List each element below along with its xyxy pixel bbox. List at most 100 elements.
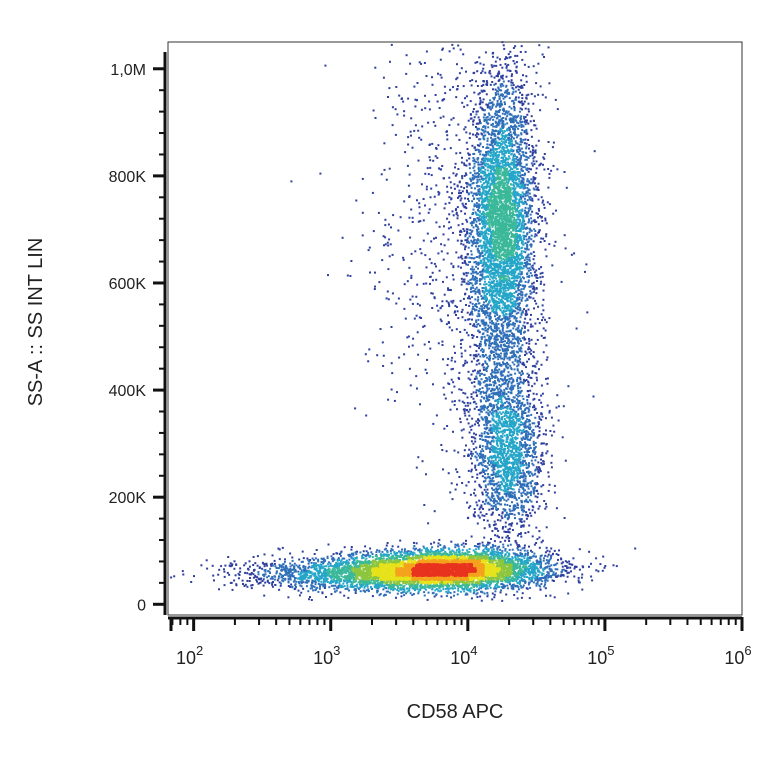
- data-point: [497, 323, 500, 326]
- data-point: [552, 580, 555, 582]
- data-point: [510, 384, 513, 387]
- data-point: [255, 578, 258, 581]
- data-point: [516, 327, 519, 330]
- data-point: [530, 234, 533, 237]
- data-point: [484, 484, 487, 487]
- data-point: [504, 515, 507, 518]
- data-point: [371, 553, 374, 556]
- data-point: [486, 387, 489, 390]
- data-point: [528, 462, 530, 465]
- data-point: [487, 473, 489, 476]
- data-point: [532, 581, 535, 584]
- data-point: [519, 520, 522, 523]
- data-point: [475, 456, 478, 459]
- data-point: [482, 439, 485, 441]
- data-point: [519, 331, 522, 334]
- data-point: [493, 143, 496, 146]
- data-point: [493, 520, 496, 523]
- data-point: [519, 143, 522, 146]
- data-point: [526, 390, 529, 393]
- data-point: [458, 189, 461, 192]
- data-point: [470, 290, 472, 293]
- data-point: [403, 110, 406, 113]
- data-point: [488, 447, 491, 450]
- data-point: [517, 114, 520, 117]
- data-point: [498, 513, 501, 516]
- data-point: [493, 504, 496, 507]
- data-point: [581, 588, 584, 591]
- data-point: [456, 543, 459, 546]
- data-point: [527, 108, 530, 111]
- data-point: [514, 584, 517, 587]
- data-point: [470, 468, 473, 471]
- data-point: [536, 496, 539, 499]
- data-point: [489, 312, 492, 315]
- data-point: [482, 303, 485, 306]
- data-point: [271, 575, 274, 578]
- data-point: [301, 550, 304, 553]
- data-point: [469, 288, 472, 291]
- data-point: [348, 589, 350, 592]
- data-point: [532, 449, 534, 452]
- data-point: [520, 524, 523, 527]
- data-point: [481, 348, 484, 350]
- data-point: [521, 410, 524, 413]
- data-point: [449, 491, 452, 494]
- data-point: [484, 340, 487, 343]
- data-point: [491, 131, 494, 134]
- data-point: [542, 337, 545, 339]
- data-point: [495, 114, 498, 116]
- data-point: [395, 596, 397, 599]
- data-point: [330, 593, 333, 596]
- data-point: [233, 567, 236, 570]
- data-point: [515, 541, 518, 544]
- data-point: [499, 336, 502, 339]
- data-point: [409, 130, 412, 133]
- data-point: [534, 342, 537, 345]
- data-point: [542, 289, 545, 292]
- data-point: [489, 396, 492, 399]
- data-point: [488, 118, 491, 121]
- data-point: [498, 111, 501, 114]
- data-point: [457, 256, 460, 259]
- data-point: [546, 579, 549, 582]
- data-point: [494, 368, 496, 371]
- data-point: [525, 121, 528, 124]
- data-point: [489, 321, 492, 324]
- data-point: [488, 107, 491, 110]
- data-point: [516, 294, 519, 296]
- data-point: [453, 591, 456, 594]
- data-point: [495, 93, 498, 96]
- data-point: [496, 364, 499, 366]
- data-point: [256, 564, 259, 567]
- data-point: [488, 464, 491, 466]
- data-point: [501, 347, 504, 350]
- data-point: [391, 549, 394, 552]
- data-point: [504, 103, 506, 106]
- data-point: [459, 199, 462, 202]
- data-point: [525, 366, 527, 369]
- data-point: [524, 256, 527, 259]
- data-point: [493, 361, 496, 364]
- data-point: [385, 297, 388, 300]
- data-point: [308, 560, 311, 563]
- data-point: [516, 547, 519, 550]
- data-point: [516, 368, 519, 371]
- data-point: [533, 255, 536, 257]
- data-point: [488, 326, 491, 329]
- data-point: [388, 238, 391, 241]
- data-point: [539, 85, 542, 88]
- data-point: [507, 110, 510, 113]
- data-point: [452, 231, 454, 234]
- data-point: [517, 127, 520, 130]
- data-point: [341, 236, 344, 239]
- data-point: [505, 336, 508, 339]
- data-point: [523, 120, 526, 123]
- data-point: [484, 344, 487, 347]
- data-point: [485, 400, 487, 403]
- data-point: [483, 469, 486, 472]
- data-point: [469, 402, 472, 405]
- data-point: [517, 356, 520, 359]
- data-point: [525, 203, 528, 206]
- data-point: [539, 276, 542, 279]
